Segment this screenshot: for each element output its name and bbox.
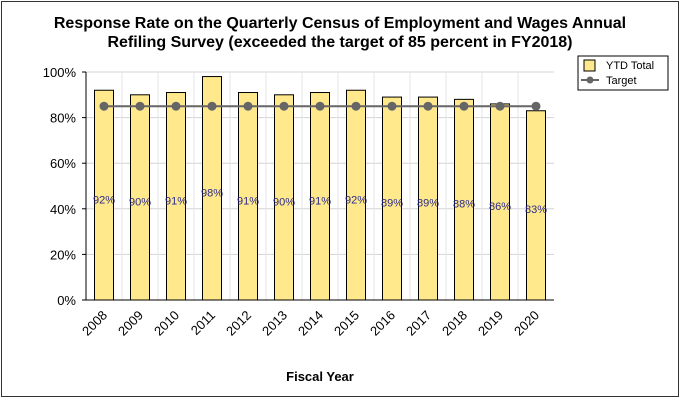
target-point-2010 bbox=[171, 101, 181, 111]
data-label-2019: 86% bbox=[489, 201, 511, 213]
target-point-2018 bbox=[459, 101, 469, 111]
target-point-2014 bbox=[315, 101, 325, 111]
target-point-2017 bbox=[423, 101, 433, 111]
data-label-2016: 89% bbox=[381, 198, 403, 210]
data-label-2020: 83% bbox=[525, 204, 547, 216]
target-point-2009 bbox=[135, 101, 145, 111]
data-label-2008: 92% bbox=[93, 194, 115, 206]
y-tick-label: 80% bbox=[50, 111, 76, 126]
y-tick-label: 60% bbox=[50, 156, 76, 171]
data-label-2014: 91% bbox=[309, 195, 331, 207]
data-label-2013: 90% bbox=[273, 197, 295, 209]
data-label-2012: 91% bbox=[237, 195, 259, 207]
x-tick-label: 2011 bbox=[188, 308, 218, 338]
data-label-2011: 98% bbox=[201, 188, 223, 200]
chart-title: Response Rate on the Quarterly Census of… bbox=[0, 14, 680, 52]
x-tick-label: 2017 bbox=[403, 308, 434, 339]
bars bbox=[94, 76, 546, 301]
target-point-2015 bbox=[351, 101, 361, 111]
x-tick-label: 2014 bbox=[295, 308, 326, 339]
x-tick-label: 2018 bbox=[439, 308, 470, 339]
chart-title-line-1: Response Rate on the Quarterly Census of… bbox=[53, 15, 627, 32]
data-label-2009: 90% bbox=[129, 197, 151, 209]
legend-label-bar: YTD Total bbox=[606, 60, 654, 72]
x-tick-label: 2010 bbox=[151, 308, 182, 339]
target-point-2016 bbox=[387, 101, 397, 111]
x-tick-label: 2013 bbox=[259, 308, 290, 339]
data-label-2010: 91% bbox=[165, 195, 187, 207]
legend-swatch-bar bbox=[583, 59, 596, 72]
y-tick-label: 20% bbox=[50, 247, 76, 262]
target-point-2012 bbox=[243, 101, 253, 111]
x-tick-label: 2015 bbox=[331, 308, 362, 339]
data-label-2015: 92% bbox=[345, 194, 367, 206]
target-point-2008 bbox=[99, 101, 109, 111]
legend-swatch-marker bbox=[586, 76, 594, 84]
legend-label-target: Target bbox=[606, 75, 637, 87]
legend: YTD Total Target bbox=[577, 55, 669, 91]
data-label-2018: 88% bbox=[453, 199, 475, 211]
y-tick-label: 40% bbox=[50, 202, 76, 217]
x-tick-label: 2019 bbox=[475, 308, 506, 339]
x-tick-label: 2008 bbox=[79, 308, 110, 339]
x-tick-label: 2016 bbox=[367, 308, 398, 339]
target-point-2011 bbox=[207, 101, 217, 111]
target-point-2019 bbox=[495, 101, 505, 111]
target-line bbox=[99, 101, 541, 111]
y-tick-label: 0% bbox=[57, 293, 76, 308]
chart-title-line-2: Refiling Survey (exceeded the target of … bbox=[107, 34, 573, 51]
target-point-2013 bbox=[279, 101, 289, 111]
x-axis-title: Fiscal Year bbox=[286, 369, 354, 384]
x-tick-label: 2009 bbox=[115, 308, 146, 339]
data-labels: 92% 90% 91% 98% 91% 90% 91% 92% 89% 89% 88% 86% 83% bbox=[93, 188, 547, 216]
x-tick-label: 2012 bbox=[223, 308, 254, 339]
data-label-2017: 89% bbox=[417, 198, 439, 210]
y-tick-label: 100% bbox=[43, 65, 77, 80]
x-tick-label: 2020 bbox=[511, 308, 542, 339]
target-point-2020 bbox=[531, 101, 541, 111]
